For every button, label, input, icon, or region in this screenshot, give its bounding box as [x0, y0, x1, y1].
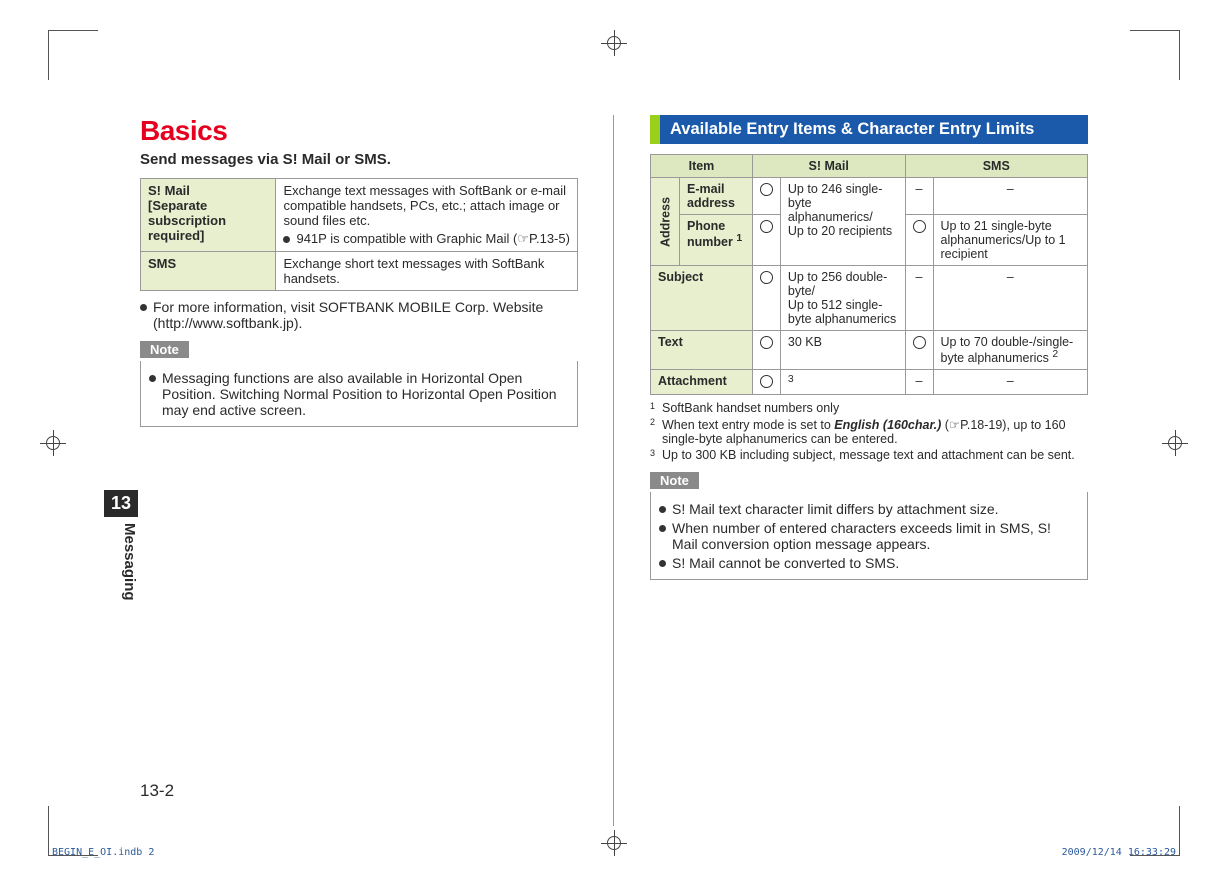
cell-text: Up to 70 double-/single-byte alphanumeri… — [933, 331, 1088, 370]
table-row: Address E-mail address Up to 246 single-… — [651, 178, 1088, 215]
bullet-icon — [659, 560, 666, 567]
row-label: Text — [651, 331, 753, 370]
page-number: 13-2 — [140, 781, 174, 801]
cell-text: Up to 246 single-byte alphanumerics/Up t… — [780, 178, 905, 266]
cell-text: – — [933, 178, 1088, 215]
col-header: Item — [651, 155, 753, 178]
note-text: When number of entered characters exceed… — [672, 520, 1079, 552]
footnotes: 1 SoftBank handset numbers only 2When tex… — [650, 401, 1088, 462]
cell-symbol — [752, 178, 780, 215]
circle-icon — [760, 375, 773, 388]
bullet-text: 941P is compatible with Graphic Mail (☞P… — [296, 231, 569, 247]
page-title: Basics — [140, 115, 578, 147]
cell-symbol — [752, 331, 780, 370]
cell-text: 3 — [780, 370, 905, 395]
circle-icon — [760, 271, 773, 284]
registration-mark — [601, 30, 627, 56]
table-row: Subject Up to 256 double-byte/Up to 512 … — [651, 266, 1088, 331]
note-body: S! Mail text character limit differs by … — [650, 492, 1088, 580]
cell-text: Up to 256 double-byte/Up to 512 single-b… — [780, 266, 905, 331]
bullet-icon — [659, 506, 666, 513]
cell-symbol — [752, 370, 780, 395]
circle-icon — [913, 336, 926, 349]
row-label: Phone number 1 — [680, 215, 753, 266]
fn-text: SoftBank handset numbers only — [662, 401, 839, 415]
side-tab: 13 Messaging — [104, 490, 138, 601]
page-body: Basics Send messages via S! Mail or SMS.… — [140, 115, 1088, 826]
fn-text: Up to 300 KB including subject, message … — [662, 448, 1075, 462]
entry-limits-table: Item S! Mail SMS Address E-mail address … — [650, 154, 1088, 395]
chapter-label: Messaging — [104, 517, 138, 601]
circle-icon — [760, 220, 773, 233]
footer-timestamp: 2009/12/14 16:33:29 — [1062, 847, 1176, 858]
cell-text: – — [933, 266, 1088, 331]
note-label: Note — [140, 341, 189, 358]
bullet-icon — [140, 304, 147, 311]
cell-symbol: – — [905, 266, 933, 331]
registration-mark — [40, 430, 66, 456]
fn-num: 1 — [650, 401, 658, 415]
note-text: S! Mail text character limit differs by … — [672, 501, 999, 517]
note-block: Note Messaging functions are also availa… — [140, 341, 578, 427]
circle-icon — [913, 220, 926, 233]
fn-num: 2 — [650, 417, 658, 446]
table-row: Attachment 3 – – — [651, 370, 1088, 395]
address-group-label: Address — [651, 178, 680, 266]
footer-file: BEGIN_E_OI.indb 2 — [52, 847, 154, 858]
note-block: Note S! Mail text character limit differ… — [650, 472, 1088, 580]
note-body: Messaging functions are also available i… — [140, 361, 578, 427]
crop-mark-tr — [1130, 30, 1180, 80]
bullet-text: For more information, visit SOFTBANK MOB… — [153, 299, 578, 331]
page-subtitle: Send messages via S! Mail or SMS. — [140, 151, 578, 168]
row-label: Attachment — [651, 370, 753, 395]
table-row: Text 30 KB Up to 70 double-/single-byte … — [651, 331, 1088, 370]
cell-symbol: – — [905, 370, 933, 395]
cell-symbol — [752, 266, 780, 331]
row-label: E-mail address — [680, 178, 753, 215]
row-body: Exchange short text messages with SoftBa… — [276, 252, 578, 291]
cell-symbol: – — [905, 178, 933, 215]
fn-num: 3 — [650, 448, 658, 462]
circle-icon — [760, 336, 773, 349]
bullet-icon — [659, 525, 666, 532]
bullet-icon — [149, 375, 156, 382]
cell-text: 30 KB — [780, 331, 905, 370]
cell-symbol — [905, 331, 933, 370]
row-body: Exchange text messages with SoftBank or … — [276, 179, 578, 252]
left-column: Basics Send messages via S! Mail or SMS.… — [140, 115, 596, 826]
note-text: Messaging functions are also available i… — [162, 370, 569, 418]
cell-symbol — [752, 215, 780, 266]
chapter-number: 13 — [104, 490, 138, 517]
circle-icon — [760, 183, 773, 196]
table-row: SMS Exchange short text messages with So… — [141, 252, 578, 291]
col-header: SMS — [905, 155, 1088, 178]
bullet-icon — [283, 236, 290, 243]
row-label: SMS — [141, 252, 276, 291]
note-label: Note — [650, 472, 699, 489]
mail-types-table: S! Mail[Separate subscription required] … — [140, 178, 578, 291]
cell-symbol — [905, 215, 933, 266]
cell-text: – — [933, 370, 1088, 395]
row-text: Exchange text messages with SoftBank or … — [283, 183, 566, 228]
table-row: S! Mail[Separate subscription required] … — [141, 179, 578, 252]
print-footer: BEGIN_E_OI.indb 2 2009/12/14 16:33:29 — [52, 847, 1176, 858]
cell-text: Up to 21 single-byte alphanumerics/Up to… — [933, 215, 1088, 266]
col-header: S! Mail — [752, 155, 905, 178]
section-heading: Available Entry Items & Character Entry … — [650, 115, 1088, 144]
fn-text: When text entry mode is set to English (… — [662, 417, 1088, 446]
row-label: S! Mail[Separate subscription required] — [141, 179, 276, 252]
row-label: Subject — [651, 266, 753, 331]
crop-mark-tl — [48, 30, 98, 80]
table-header-row: Item S! Mail SMS — [651, 155, 1088, 178]
note-text: S! Mail cannot be converted to SMS. — [672, 555, 899, 571]
right-column: Available Entry Items & Character Entry … — [632, 115, 1088, 826]
registration-mark — [1162, 430, 1188, 456]
